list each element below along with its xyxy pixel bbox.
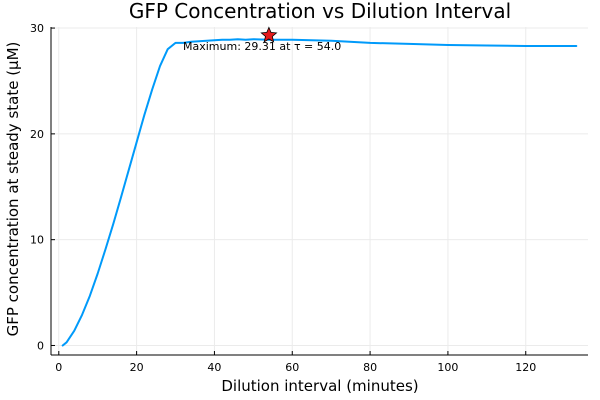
y-tick-label: 20 <box>30 128 44 141</box>
y-axis-label: GFP concentration at steady state (μM) <box>4 42 22 337</box>
x-tick-label: 60 <box>285 361 299 374</box>
y-tick-label: 30 <box>30 22 44 35</box>
max-annotation: Maximum: 29.31 at τ = 54.0 <box>183 40 341 53</box>
x-tick-label: 40 <box>207 361 221 374</box>
x-tick-label: 120 <box>515 361 536 374</box>
y-tick-label: 0 <box>37 339 44 352</box>
x-tick-label: 20 <box>130 361 144 374</box>
max-marker-star <box>260 26 278 43</box>
x-tick-label: 0 <box>55 361 62 374</box>
y-tick-label: 10 <box>30 234 44 247</box>
tick-labels: 0 20 40 60 80 100 120 0 10 20 30 <box>30 22 536 374</box>
marker-layer <box>260 26 278 43</box>
grid-lines <box>51 27 588 355</box>
x-axis-label: Dilution interval (minutes) <box>221 377 418 395</box>
axes <box>50 27 588 356</box>
series-layer <box>61 38 578 347</box>
series-line <box>61 38 578 347</box>
x-tick-label: 100 <box>437 361 458 374</box>
x-tick-label: 80 <box>363 361 377 374</box>
chart-title: GFP Concentration vs Dilution Interval <box>129 0 511 23</box>
